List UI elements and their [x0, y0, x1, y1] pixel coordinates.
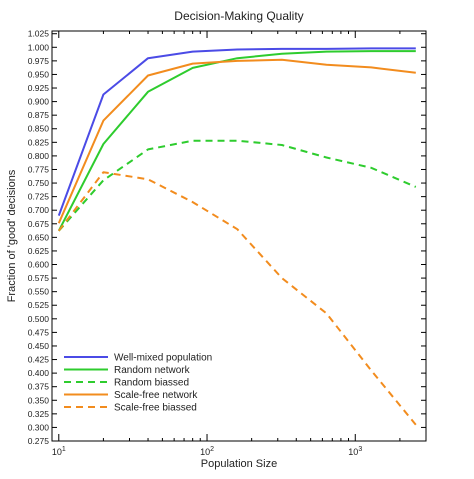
y-tick-label: 0.350 [28, 395, 50, 405]
axis-ticks: 0.275 0.300 0.325 0.350 0.375 0.400 0.425 0.450… [28, 29, 427, 457]
y-tick-label: 0.700 [28, 205, 50, 215]
y-tick-label: 0.925 [28, 83, 50, 93]
y-tick-label: 0.875 [28, 110, 50, 120]
y-tick-label: 0.850 [28, 124, 50, 134]
y-tick-label: 1.000 [28, 42, 50, 52]
y-tick-label: 0.900 [28, 97, 50, 107]
y-tick-label: 0.275 [28, 436, 50, 446]
y-tick-label: 0.800 [28, 151, 50, 161]
y-tick-label: 0.625 [28, 246, 50, 256]
chart-title: Decision-Making Quality [174, 9, 303, 23]
y-tick-label: 1.025 [28, 29, 50, 39]
x-axis-label: Population Size [201, 458, 277, 470]
legend-label: Random network [114, 365, 191, 376]
legend-label: Scale-free biassed [114, 403, 197, 414]
y-tick-label: 0.825 [28, 137, 50, 147]
y-tick-label: 0.725 [28, 192, 50, 202]
legend-label: Scale-free network [114, 390, 198, 401]
legend-label: Well-mixed population [114, 353, 212, 364]
y-tick-label: 0.650 [28, 232, 50, 242]
y-tick-label: 0.325 [28, 409, 50, 419]
y-tick-label: 0.425 [28, 355, 50, 365]
series-line-2 [58, 139, 417, 232]
y-tick-label: 0.475 [28, 327, 50, 337]
y-tick-label: 0.975 [28, 56, 50, 66]
y-tick-label: 0.575 [28, 273, 50, 283]
y-tick-label: 0.375 [28, 382, 50, 392]
y-tick-label: 0.525 [28, 300, 50, 310]
y-tick-label: 0.600 [28, 260, 50, 270]
legend-label: Random biassed [114, 378, 189, 389]
y-tick-label: 0.675 [28, 219, 50, 229]
y-tick-label: 0.950 [28, 69, 50, 79]
y-tick-label: 0.500 [28, 314, 50, 324]
series-line-3 [57, 58, 416, 224]
y-tick-label: 0.550 [28, 287, 50, 297]
series-line-4 [58, 171, 417, 426]
y-axis-label: Fraction of 'good' decisions [6, 169, 18, 302]
y-tick-label: 0.775 [28, 164, 50, 174]
x-tick-label: 102 [200, 446, 214, 457]
x-tick-label: 101 [52, 446, 66, 457]
y-tick-label: 0.400 [28, 368, 50, 378]
series-line-0 [57, 47, 416, 216]
series-line-1 [57, 50, 416, 232]
series-lines [57, 47, 417, 426]
x-tick-label: 103 [348, 446, 362, 457]
y-tick-label: 0.750 [28, 178, 50, 188]
y-tick-label: 0.300 [28, 422, 50, 432]
y-tick-label: 0.450 [28, 341, 50, 351]
plot-frame [51, 30, 427, 442]
